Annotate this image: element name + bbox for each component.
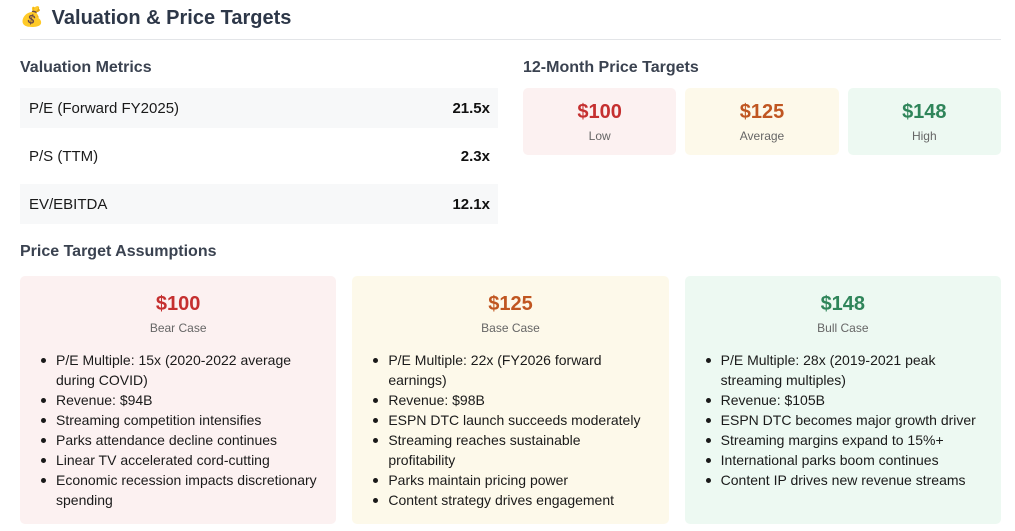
case-price: $100 [155, 293, 201, 315]
case-label: Bear Case [149, 321, 207, 335]
metric-value: 21.5x [452, 99, 490, 117]
list-item: Streaming reaches sustainable profitabil… [370, 430, 650, 470]
valuation-metrics-title: Valuation Metrics [20, 59, 152, 76]
metric-value: 2.3x [460, 147, 490, 165]
assumption-list: P/E Multiple: 15x (2020-2022 average dur… [38, 350, 318, 510]
metric-label: P/S (TTM) [29, 147, 99, 165]
metric-row-ev-ebitda: EV/EBITDA 12.1x [20, 184, 498, 224]
list-item: Revenue: $98B [370, 390, 650, 410]
list-item: P/E Multiple: 15x (2020-2022 average dur… [38, 350, 318, 390]
target-high: $148 High [847, 88, 1001, 155]
list-item: Content strategy drives engagement [370, 490, 650, 510]
case-price: $125 [488, 293, 533, 315]
list-item: Revenue: $105B [703, 390, 983, 410]
target-low: $100 Low [523, 88, 677, 155]
metric-row-ps: P/S (TTM) 2.3x [20, 136, 498, 176]
case-label: Bull Case [817, 321, 869, 335]
list-item: P/E Multiple: 28x (2019-2021 peak stream… [703, 350, 983, 390]
target-label: High [911, 129, 937, 143]
target-label: Low [588, 129, 611, 143]
assumption-list: P/E Multiple: 28x (2019-2021 peak stream… [703, 350, 983, 490]
target-price: $148 [902, 101, 947, 123]
case-price: $148 [820, 293, 866, 315]
list-item: Streaming competition intensifies [38, 410, 318, 430]
list-item: International parks boom continues [703, 450, 983, 470]
assumptions-title: Price Target Assumptions [20, 243, 217, 260]
list-item: Revenue: $94B [38, 390, 318, 410]
list-item: Parks maintain pricing power [370, 470, 650, 490]
list-item: ESPN DTC becomes major growth driver [703, 410, 983, 430]
section-title: Valuation & Price Targets [51, 7, 292, 29]
assumption-cards: $100 Bear Case P/E Multiple: 15x (2020-2… [20, 276, 1001, 524]
list-item: Streaming margins expand to 15%+ [703, 430, 983, 450]
target-price: $100 [577, 101, 622, 123]
list-item: Economic recession impacts discretionary… [38, 470, 318, 510]
valuation-metrics-table: P/E (Forward FY2025) 21.5x P/S (TTM) 2.3… [20, 88, 498, 232]
base-case-card: $125 Base Case P/E Multiple: 22x (FY2026… [352, 276, 669, 524]
money-bag-icon: 💰 [20, 7, 44, 28]
target-price: $125 [739, 101, 785, 123]
target-label: Average [739, 129, 785, 143]
target-average: $125 Average [685, 88, 839, 155]
case-label: Base Case [481, 321, 540, 335]
list-item: ESPN DTC launch succeeds moderately [370, 410, 650, 430]
bear-case-card: $100 Bear Case P/E Multiple: 15x (2020-2… [20, 276, 337, 524]
list-item: Linear TV accelerated cord-cutting [38, 450, 318, 470]
metric-row-pe: P/E (Forward FY2025) 21.5x [20, 88, 498, 128]
metric-value: 12.1x [452, 195, 490, 213]
list-item: Content IP drives new revenue streams [703, 470, 983, 490]
list-item: Parks attendance decline continues [38, 430, 318, 450]
metric-label: P/E (Forward FY2025) [29, 99, 180, 117]
bull-case-card: $148 Bull Case P/E Multiple: 28x (2019-2… [684, 276, 1001, 524]
assumption-list: P/E Multiple: 22x (FY2026 forward earnin… [370, 350, 650, 510]
price-targets-title: 12-Month Price Targets [523, 59, 699, 76]
price-targets: $100 Low $125 Average $148 High [523, 88, 1001, 155]
list-item: P/E Multiple: 22x (FY2026 forward earnin… [370, 350, 650, 390]
metric-label: EV/EBITDA [29, 195, 108, 213]
section-header: 💰 Valuation & Price Targets [20, 4, 1001, 40]
